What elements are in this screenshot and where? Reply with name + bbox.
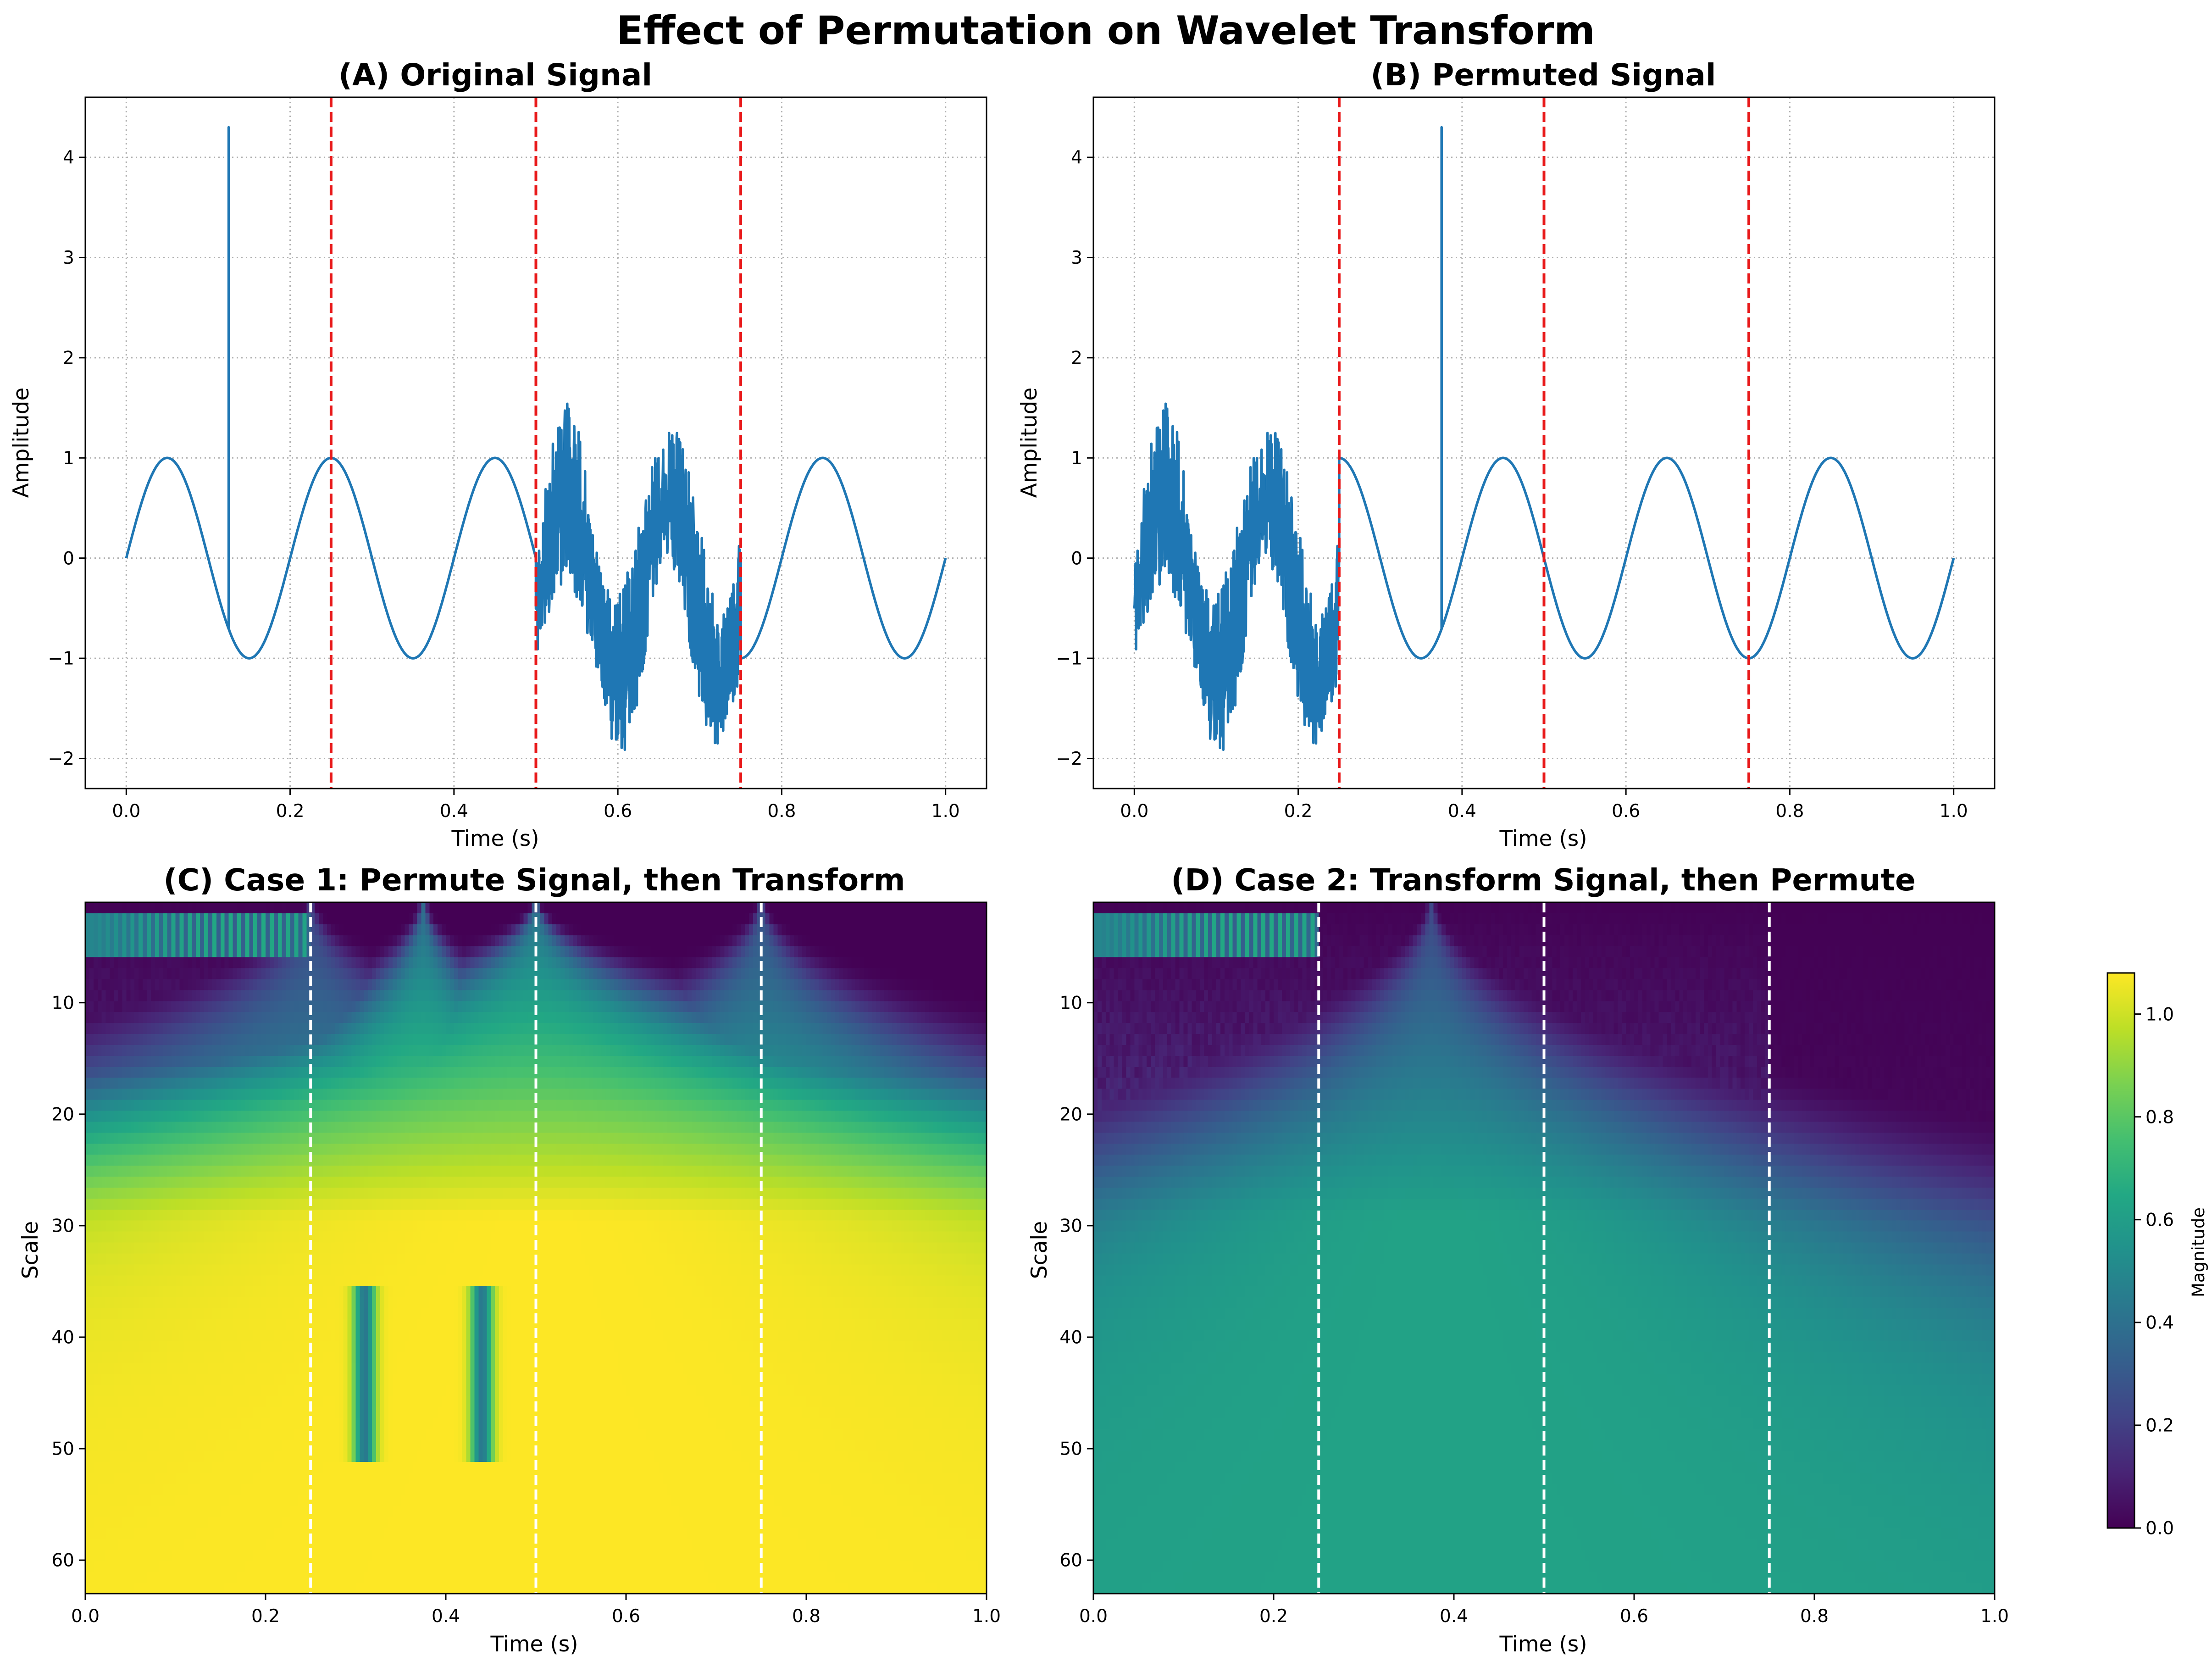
x-tick-label: 0.2: [1284, 801, 1313, 822]
x-tick-label: 0.8: [1800, 1606, 1829, 1627]
panel-c-scalogram-case1: (C) Case 1: Permute Signal, then Transfo…: [18, 862, 1001, 1657]
y-tick-label: 30: [1059, 1216, 1082, 1237]
y-tick-label: 4: [63, 148, 74, 168]
colorbar-gradient: [2107, 973, 2134, 1528]
y-tick-label: −1: [48, 649, 75, 669]
colorbar-tick-label: 0.0: [2145, 1518, 2174, 1539]
colorbar-tick-label: 0.8: [2145, 1107, 2174, 1128]
panel-a-title: (A) Original Signal: [338, 57, 652, 93]
colorbar-tick-label: 0.4: [2145, 1313, 2174, 1334]
y-tick-label: 2: [63, 348, 74, 369]
x-tick-label: 0.6: [1612, 801, 1640, 822]
y-tick-label: −2: [1056, 749, 1083, 769]
colorbar-label: Magnitude: [2189, 1207, 2208, 1297]
x-tick-label: 0.0: [112, 801, 140, 822]
panel-a-xlabel: Time (s): [451, 826, 539, 851]
y-tick-label: 40: [51, 1328, 74, 1348]
x-tick-label: 1.0: [931, 801, 960, 822]
colorbar-tick-label: 0.2: [2145, 1416, 2174, 1436]
x-tick-label: 0.4: [440, 801, 468, 822]
y-tick-label: 40: [1059, 1328, 1082, 1348]
y-tick-label: 60: [51, 1550, 74, 1571]
panel-b-ylabel: Amplitude: [1017, 388, 1042, 498]
y-tick-label: 0: [63, 548, 74, 569]
x-tick-label: 0.0: [1120, 801, 1148, 822]
x-tick-label: 0.4: [432, 1606, 460, 1627]
y-tick-label: 50: [51, 1439, 74, 1460]
panel-d-title: (D) Case 2: Transform Signal, then Permu…: [1171, 862, 1915, 898]
panel-d-ylabel: Scale: [1027, 1221, 1052, 1279]
y-tick-label: 10: [1059, 993, 1082, 1013]
x-tick-label: 0.0: [1079, 1606, 1108, 1627]
y-tick-label: 20: [1059, 1104, 1082, 1125]
x-tick-label: 0.2: [276, 801, 305, 822]
x-tick-label: 0.4: [1440, 1606, 1468, 1627]
x-tick-label: 0.6: [612, 1606, 640, 1627]
x-tick-label: 1.0: [1940, 801, 1968, 822]
y-tick-label: 10: [51, 993, 74, 1013]
panel-a-ylabel: Amplitude: [9, 388, 34, 498]
x-tick-label: 0.2: [251, 1606, 280, 1627]
colorbar-tick-label: 0.6: [2145, 1210, 2174, 1230]
x-tick-label: 0.8: [1775, 801, 1804, 822]
panel-b-xlabel: Time (s): [1499, 826, 1587, 851]
y-tick-label: 3: [63, 248, 74, 268]
x-tick-label: 1.0: [1980, 1606, 2009, 1627]
y-tick-label: 30: [51, 1216, 74, 1237]
figure-title: Effect of Permutation on Wavelet Transfo…: [616, 8, 1595, 54]
x-tick-label: 0.8: [767, 801, 796, 822]
y-tick-label: −1: [1056, 649, 1083, 669]
y-tick-label: 4: [1071, 148, 1082, 168]
y-tick-label: 0: [1071, 548, 1082, 569]
y-tick-label: 20: [51, 1104, 74, 1125]
y-tick-label: −2: [48, 749, 75, 769]
panel-c-ylabel: Scale: [18, 1221, 43, 1279]
x-tick-label: 1.0: [972, 1606, 1001, 1627]
y-tick-label: 2: [1071, 348, 1082, 369]
x-tick-label: 0.8: [792, 1606, 820, 1627]
panel-d-xlabel: Time (s): [1499, 1632, 1587, 1657]
x-tick-label: 0.2: [1259, 1606, 1288, 1627]
y-tick-label: 1: [1071, 448, 1082, 469]
panel-c-xlabel: Time (s): [490, 1632, 578, 1657]
y-tick-label: 60: [1059, 1550, 1082, 1571]
y-tick-label: 3: [1071, 248, 1082, 268]
x-tick-label: 0.0: [71, 1606, 100, 1627]
y-tick-label: 1: [63, 448, 74, 469]
x-tick-label: 0.4: [1448, 801, 1476, 822]
x-tick-label: 0.6: [1620, 1606, 1648, 1627]
panel-d-scalogram-case2: (D) Case 2: Transform Signal, then Permu…: [1027, 862, 2009, 1657]
panel-b-title: (B) Permuted Signal: [1370, 57, 1716, 93]
y-tick-label: 50: [1059, 1439, 1082, 1460]
x-tick-label: 0.6: [604, 801, 632, 822]
panel-c-title: (C) Case 1: Permute Signal, then Transfo…: [163, 862, 905, 898]
colorbar-tick-label: 1.0: [2145, 1004, 2174, 1025]
